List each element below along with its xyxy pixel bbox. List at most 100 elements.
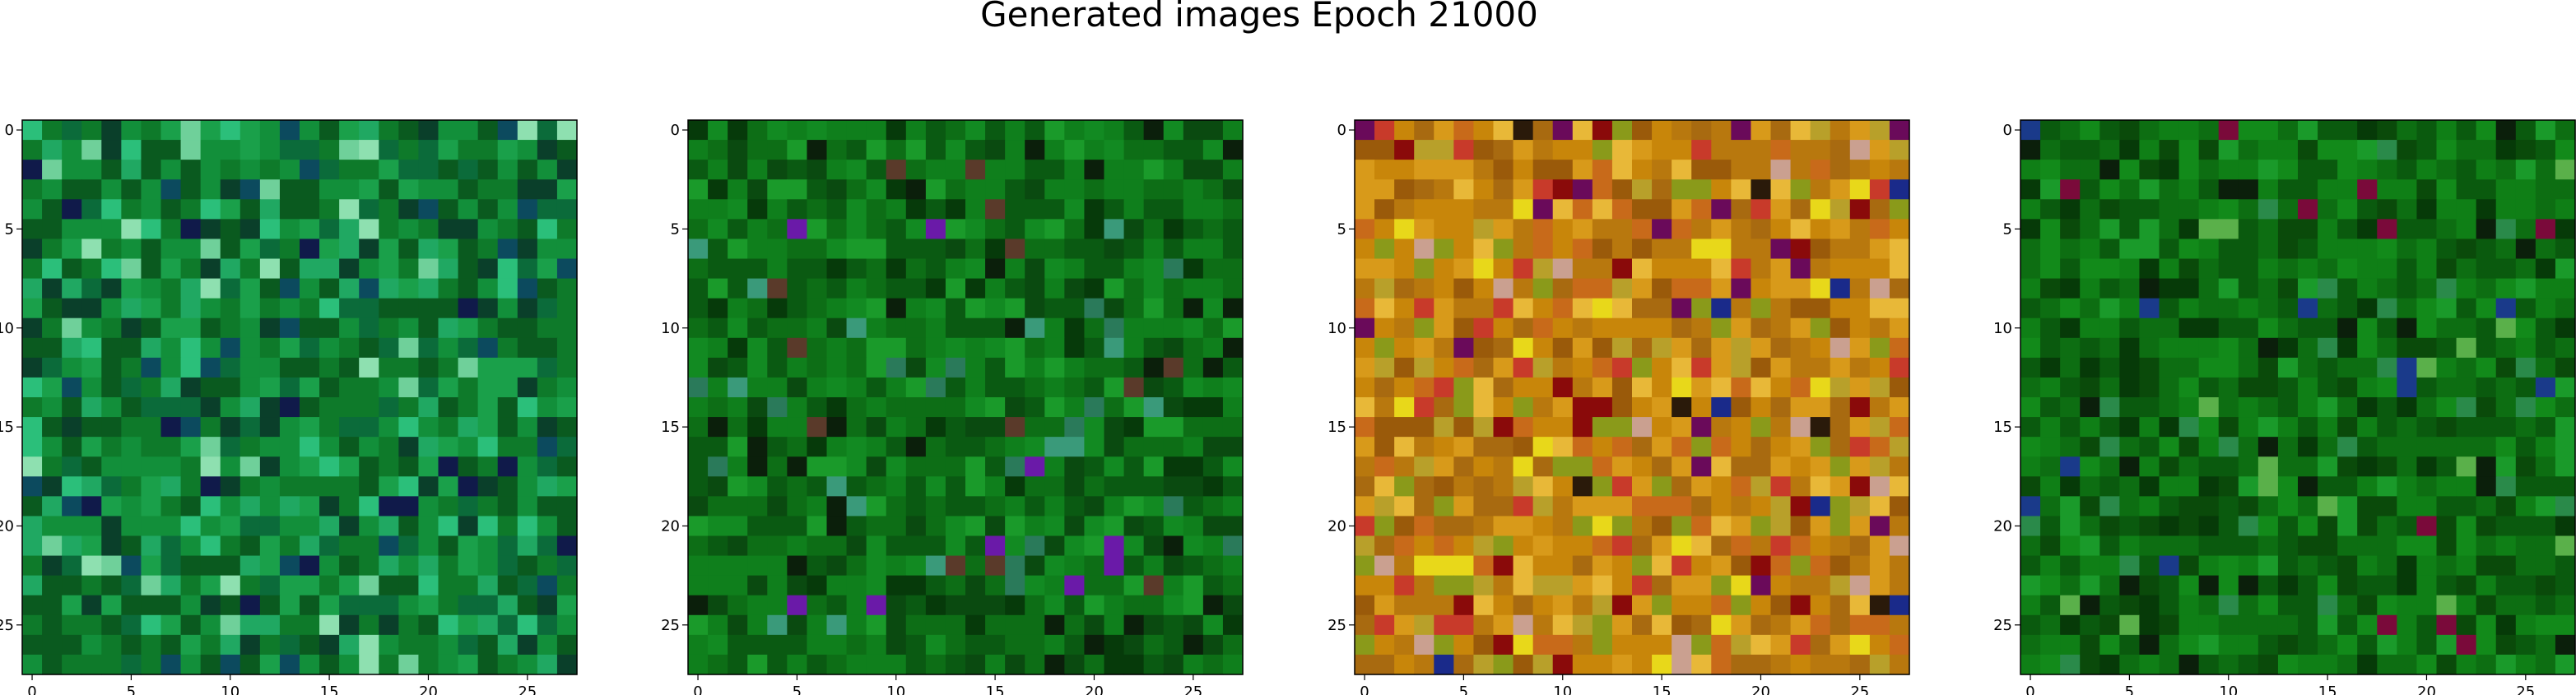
pixel-cell	[497, 654, 518, 675]
pixel-cell	[2357, 575, 2378, 596]
pixel-cell	[2178, 219, 2200, 240]
pixel-cell	[1611, 179, 1633, 200]
pixel-cell	[2277, 654, 2299, 675]
pixel-cell	[2238, 417, 2259, 438]
pixel-cell	[1064, 595, 1086, 616]
pixel-cell	[985, 337, 1006, 359]
pixel-cell	[2198, 199, 2220, 220]
pixel-cell	[1084, 614, 1105, 636]
pixel-cell	[200, 476, 221, 497]
pixel-cell	[1222, 377, 1244, 398]
pixel-cell	[2139, 140, 2160, 160]
pixel-cell	[319, 179, 340, 200]
pixel-cell	[965, 575, 986, 596]
pixel-cell	[2238, 179, 2259, 200]
pixel-cell	[339, 160, 360, 180]
pixel-cell	[1084, 337, 1105, 359]
pixel-cell	[1632, 377, 1653, 398]
pixel-cell	[1064, 120, 1086, 141]
pixel-cell	[2476, 317, 2497, 339]
x-tick-label: 0	[2025, 683, 2034, 695]
pixel-cell	[2318, 357, 2338, 378]
pixel-cell	[1691, 219, 1712, 240]
pixel-cell	[1183, 397, 1204, 418]
pixel-cell	[2277, 456, 2299, 477]
x-tick-label: 10	[221, 683, 239, 695]
pixel-cell	[1473, 317, 1495, 339]
pixel-cell	[2436, 535, 2457, 557]
pixel-cell	[2515, 258, 2536, 280]
pixel-cell	[2456, 456, 2477, 477]
pixel-cell	[2119, 179, 2141, 200]
y-tick-label: 5	[671, 220, 680, 238]
x-tick-label: 10	[886, 683, 905, 695]
pixel-cell	[1691, 417, 1712, 438]
pixel-cell	[2337, 516, 2358, 537]
pixel-cell	[359, 219, 379, 240]
pixel-cell	[2377, 476, 2397, 497]
pixel-cell	[418, 456, 439, 477]
pixel-cell	[925, 634, 946, 656]
pixel-cell	[2159, 614, 2180, 636]
pixel-cell	[2298, 317, 2318, 339]
pixel-cell	[2119, 278, 2141, 299]
pixel-cell	[2535, 160, 2556, 180]
pixel-cell	[1572, 160, 1593, 180]
pixel-cell	[1552, 357, 1574, 378]
pixel-cell	[121, 397, 142, 418]
pixel-cell	[319, 298, 340, 319]
pixel-cell	[2080, 377, 2100, 398]
pixel-cell	[708, 278, 728, 299]
pixel-cell	[866, 654, 887, 675]
pixel-cell	[1493, 258, 1514, 280]
pixel-cell	[965, 555, 986, 577]
pixel-cell	[1611, 417, 1633, 438]
pixel-cell	[846, 496, 867, 517]
pixel-cell	[259, 120, 281, 141]
pixel-cell	[2357, 377, 2378, 398]
pixel-cell	[688, 516, 709, 537]
pixel-cell	[1163, 179, 1184, 200]
pixel-cell	[2277, 555, 2299, 577]
pixel-cell	[359, 496, 379, 517]
pixel-cell	[379, 456, 399, 477]
pixel-cell	[747, 496, 768, 517]
pixel-cell	[807, 317, 828, 339]
pixel-cell	[1889, 357, 1910, 378]
pixel-cell	[1104, 575, 1125, 596]
pixel-cell	[2020, 179, 2041, 200]
pixel-cell	[1202, 377, 1224, 398]
pixel-cell	[1104, 160, 1125, 180]
pixel-cell	[1572, 199, 1593, 220]
pixel-cell	[1104, 437, 1125, 457]
pixel-cell	[767, 199, 788, 220]
pixel-cell	[2535, 317, 2556, 339]
pixel-cell	[101, 160, 122, 180]
pixel-cell	[1572, 634, 1593, 656]
pixel-cell	[1711, 160, 1732, 180]
pixel-cell	[2456, 555, 2477, 577]
pixel-cell	[2198, 634, 2220, 656]
pixel-cell	[477, 476, 499, 497]
pixel-cell	[1731, 298, 1752, 319]
pixel-cell	[517, 377, 538, 398]
pixel-cell	[905, 634, 927, 656]
pixel-cell	[379, 120, 399, 141]
pixel-cell	[2515, 516, 2536, 537]
pixel-cell	[846, 535, 867, 557]
pixel-cell	[1374, 516, 1395, 537]
pixel-cell	[1790, 496, 1811, 517]
pixel-cell	[2337, 654, 2358, 675]
pixel-cell	[458, 278, 479, 299]
pixel-cell	[458, 437, 479, 457]
pixel-cell	[259, 417, 281, 438]
pixel-cell	[985, 258, 1006, 280]
pixel-cell	[2337, 199, 2358, 220]
pixel-cell	[2318, 417, 2338, 438]
pixel-cell	[279, 377, 300, 398]
pixel-cell	[807, 377, 828, 398]
pixel-cell	[905, 555, 927, 577]
pixel-cell	[398, 258, 420, 280]
pixel-cell	[42, 496, 63, 517]
pixel-cell	[477, 199, 499, 220]
